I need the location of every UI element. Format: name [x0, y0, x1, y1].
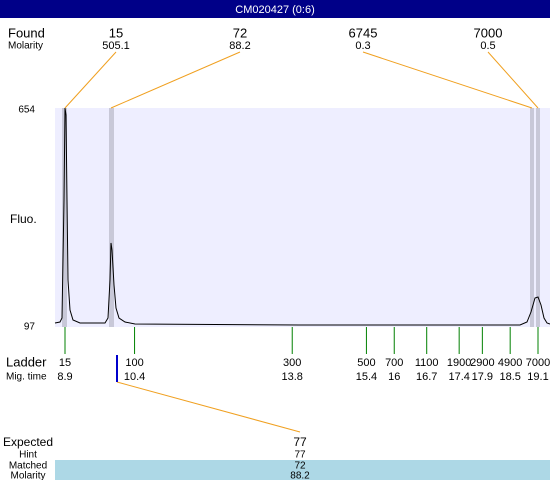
hint-value: 77	[294, 450, 306, 461]
title: CM020427 (0:6)	[235, 4, 315, 16]
peak-band	[62, 108, 67, 327]
found-size: 6745	[349, 25, 378, 40]
ladder-label: Ladder	[6, 354, 47, 369]
matched-value: 72	[294, 461, 306, 472]
expected-label: Expected	[3, 435, 53, 449]
mig-time-label: Mig. time	[6, 372, 47, 383]
ladder-size: 1900	[447, 357, 471, 369]
found-label: Found	[8, 25, 45, 40]
ladder-time: 18.5	[499, 371, 520, 383]
ladder-time: 16.7	[416, 371, 437, 383]
ladder-size: 700	[385, 357, 403, 369]
title-bar	[0, 0, 550, 18]
found-molarity: 0.3	[355, 40, 370, 52]
ladder-time: 8.9	[57, 371, 72, 383]
found-molarity: 505.1	[102, 40, 130, 52]
peak-connectors	[64, 51, 539, 433]
ladder-size: 15	[59, 357, 71, 369]
ladder-time: 16	[388, 371, 400, 383]
ladder-size: 2900	[470, 357, 494, 369]
found-size: 72	[233, 25, 247, 40]
ladder-time: 19.1	[527, 371, 548, 383]
matched-band	[55, 460, 550, 480]
ladder-size: 4900	[498, 357, 522, 369]
y-bottom-label: 97	[24, 322, 36, 333]
molarity-value: 88.2	[290, 471, 310, 480]
ladder-time: 17.4	[448, 371, 469, 383]
ladder-time: 10.4	[124, 371, 145, 383]
ladder-time: 15.4	[356, 371, 377, 383]
molarity-row-label: Molarity	[10, 471, 45, 480]
found-molarity: 0.5	[480, 40, 495, 52]
ladder-time: 13.8	[282, 371, 303, 383]
plot-area	[55, 108, 550, 327]
expected-value: 77	[293, 435, 307, 449]
matched-label: Matched	[9, 461, 47, 472]
ladder-size: 1100	[415, 357, 439, 369]
trace	[54, 107, 550, 326]
peak-band	[530, 108, 534, 327]
ladder-time: 17.9	[472, 371, 493, 383]
found-size: 7000	[474, 25, 503, 40]
y-axis-label: Fluo.	[10, 212, 37, 226]
y-top-label: 654	[18, 105, 35, 116]
found-size: 15	[109, 25, 123, 40]
found-molarity: 88.2	[229, 40, 250, 52]
hint-label: Hint	[19, 450, 37, 461]
molarity-label: Molarity	[8, 41, 43, 52]
ladder-size: 300	[283, 357, 301, 369]
ladder-size: 500	[357, 357, 375, 369]
peak-band	[109, 108, 114, 327]
peak-band	[536, 108, 540, 327]
ladder-size: 7000	[526, 357, 550, 369]
ladder-size: 100	[125, 357, 143, 369]
